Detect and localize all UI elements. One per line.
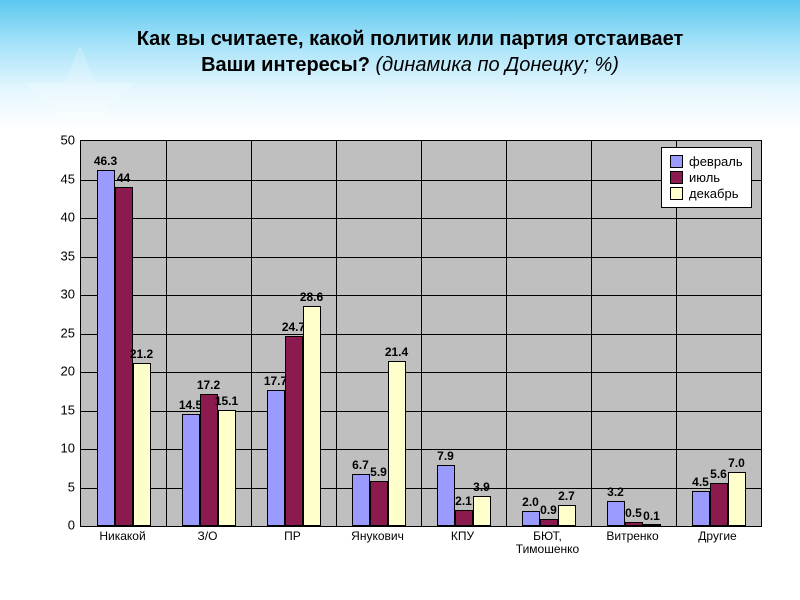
gridline-v (251, 141, 252, 526)
bar (692, 491, 710, 526)
bar-value-label: 28.6 (300, 290, 323, 304)
legend-swatch (670, 155, 683, 168)
bar-value-label: 3.2 (607, 485, 624, 499)
y-tick-label: 5 (30, 479, 75, 494)
y-tick-label: 25 (30, 325, 75, 340)
bar-value-label: 2.1 (455, 494, 472, 508)
legend: февральиюльдекабрь (661, 147, 752, 208)
bar (607, 501, 625, 526)
legend-item: декабрь (670, 186, 743, 201)
x-tick-label: Витренко (590, 530, 675, 543)
y-tick-label: 30 (30, 287, 75, 302)
y-tick-label: 15 (30, 402, 75, 417)
bar-value-label: 0.5 (625, 506, 642, 520)
legend-swatch (670, 171, 683, 184)
bar-value-label: 7.0 (728, 456, 745, 470)
bar-value-label: 21.2 (130, 347, 153, 361)
bar (200, 394, 218, 526)
title-line2-italic: (динамика по Донецку; %) (376, 54, 619, 76)
legend-swatch (670, 187, 683, 200)
bar (218, 410, 236, 526)
slide-title: Как вы считаете, какой политик или парти… (60, 26, 760, 78)
y-tick-label: 35 (30, 248, 75, 263)
legend-item: февраль (670, 154, 743, 169)
y-tick-label: 45 (30, 171, 75, 186)
y-tick-label: 50 (30, 133, 75, 148)
bar (267, 390, 285, 526)
bar-value-label: 0.1 (643, 509, 660, 523)
gridline-v (336, 141, 337, 526)
y-tick-label: 40 (30, 210, 75, 225)
slide: Как вы считаете, какой политик или парти… (0, 0, 800, 600)
x-tick-label: КПУ (420, 530, 505, 543)
x-tick-label: БЮТ,Тимошенко (505, 530, 590, 556)
title-line1: Как вы считаете, какой политик или парти… (137, 28, 684, 50)
legend-label: декабрь (689, 186, 738, 201)
bar (455, 510, 473, 526)
bar-value-label: 5.9 (370, 465, 387, 479)
bar (285, 336, 303, 526)
bar-value-label: 3.9 (473, 480, 490, 494)
bar (133, 363, 151, 526)
bar (182, 414, 200, 526)
legend-label: июль (689, 170, 720, 185)
gridline-v (166, 141, 167, 526)
bar (558, 505, 576, 526)
gridline-v (591, 141, 592, 526)
bar-value-label: 15.1 (215, 394, 238, 408)
x-tick-label: З/О (165, 530, 250, 543)
bar (370, 481, 388, 526)
bar-value-label: 6.7 (352, 458, 369, 472)
x-tick-label: Никакой (80, 530, 165, 543)
bar (303, 306, 321, 526)
bar-value-label: 4.5 (692, 475, 709, 489)
bar (352, 474, 370, 526)
bar (473, 496, 491, 526)
bar (388, 361, 406, 526)
bar (728, 472, 746, 526)
x-tick-label: Другие (675, 530, 760, 543)
bar-value-label: 17.2 (197, 378, 220, 392)
bar-value-label: 2.0 (522, 495, 539, 509)
bar (522, 511, 540, 526)
gridline-v (421, 141, 422, 526)
y-tick-label: 20 (30, 364, 75, 379)
y-tick-label: 10 (30, 441, 75, 456)
chart-container: 46.34421.214.517.215.117.724.728.66.75.9… (30, 140, 770, 570)
x-tick-label: Янукович (335, 530, 420, 543)
bar (625, 522, 643, 526)
bar (710, 483, 728, 526)
bar (437, 465, 455, 526)
bar-value-label: 7.9 (437, 449, 454, 463)
y-tick-label: 0 (30, 518, 75, 533)
gridline-v (506, 141, 507, 526)
bar (97, 170, 115, 527)
bar-value-label: 21.4 (385, 345, 408, 359)
legend-item: июль (670, 170, 743, 185)
legend-label: февраль (689, 154, 743, 169)
title-line2-bold: Ваши интересы? (201, 54, 375, 76)
bar-value-label: 46.3 (94, 154, 117, 168)
bar-value-label: 0.9 (540, 503, 557, 517)
x-tick-label: ПР (250, 530, 335, 543)
bar (643, 524, 661, 526)
bar-value-label: 2.7 (558, 489, 575, 503)
plot-area: 46.34421.214.517.215.117.724.728.66.75.9… (80, 140, 762, 527)
bar-value-label: 5.6 (710, 467, 727, 481)
bar-value-label: 44 (117, 171, 130, 185)
bar (540, 519, 558, 526)
